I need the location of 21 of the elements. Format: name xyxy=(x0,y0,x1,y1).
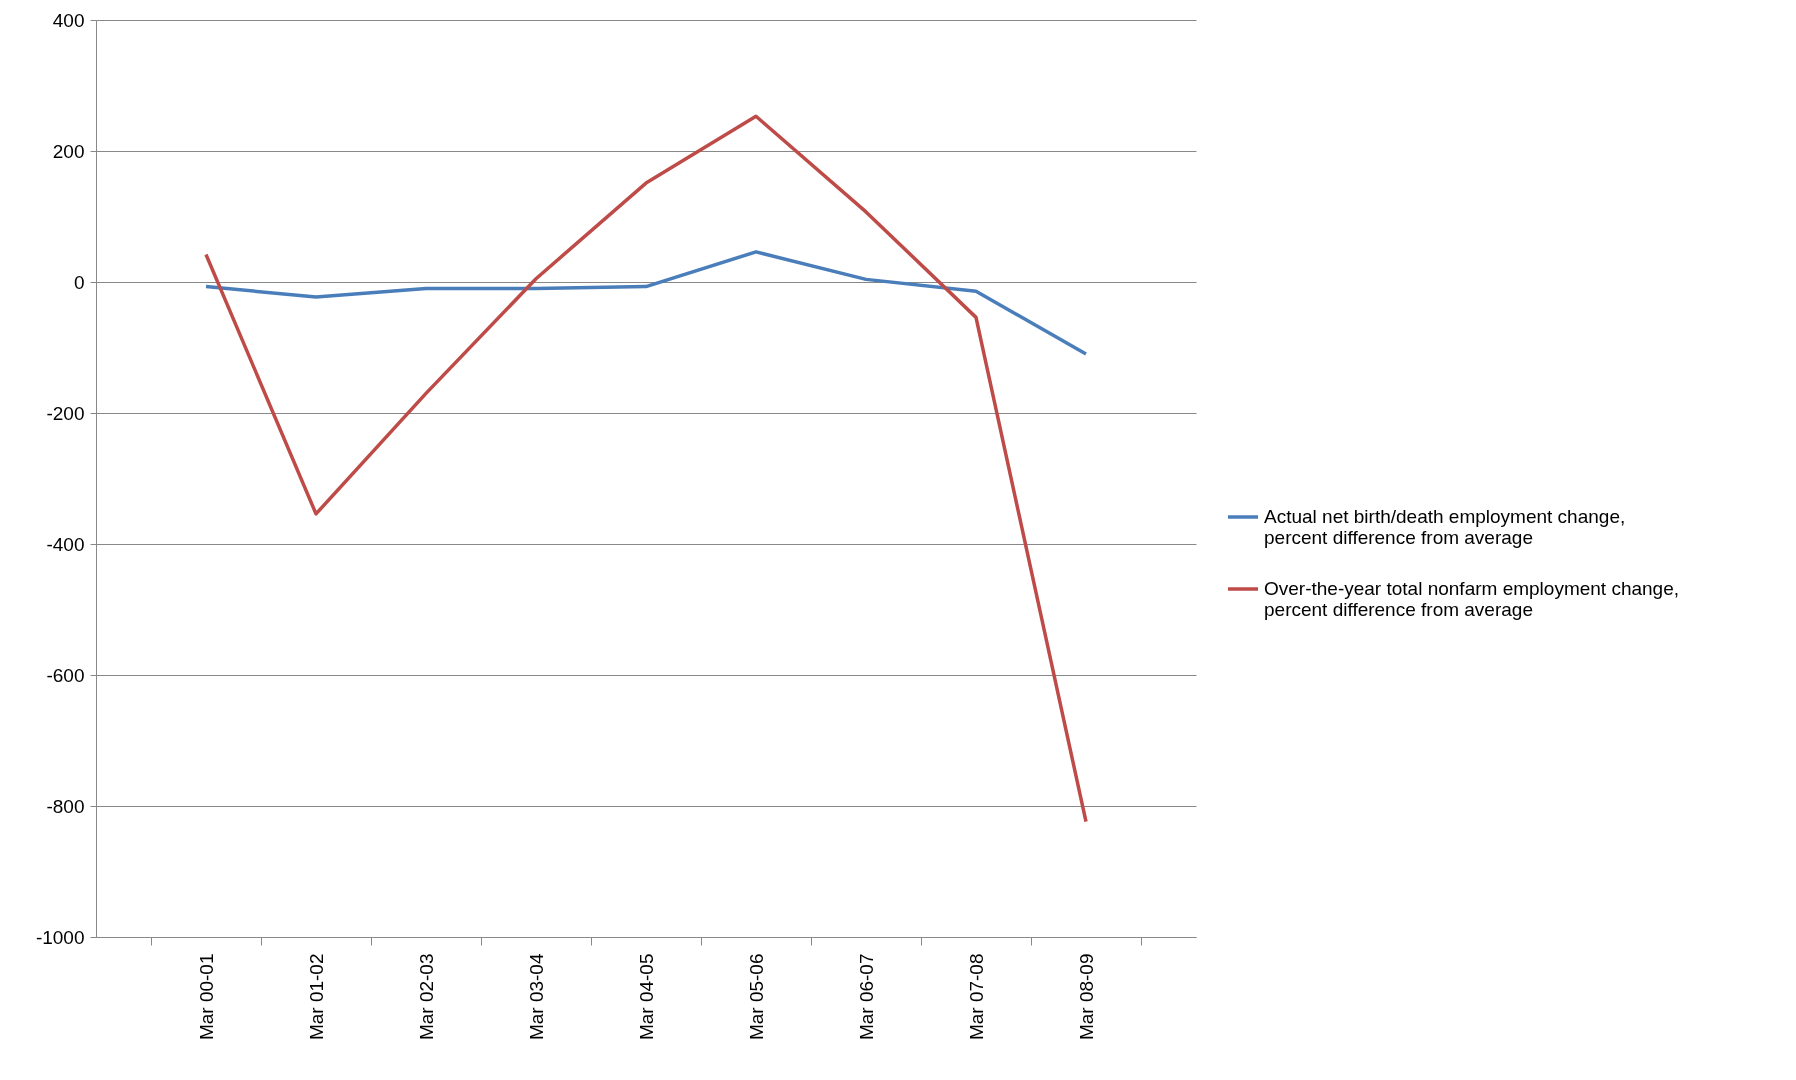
x-tick-label: Mar 03-04 xyxy=(525,953,547,1041)
x-tick-label: Mar 05-06 xyxy=(745,953,767,1041)
y-tick-label: -1000 xyxy=(35,926,85,948)
x-tick-label: Mar 08-09 xyxy=(1075,953,1097,1041)
legend-label: Over-the-year total nonfarm employment change, percent difference from average xyxy=(1264,578,1680,620)
x-tick-label: Mar 07-08 xyxy=(965,953,987,1041)
x-tick-label: Mar 06-07 xyxy=(855,953,877,1041)
y-tick-label: 0 xyxy=(73,271,85,293)
line-series xyxy=(204,250,1088,356)
x-tick-label: Mar 02-03 xyxy=(415,953,437,1041)
x-tick-label: Mar 01-02 xyxy=(305,953,327,1041)
y-tick-label: -200 xyxy=(46,402,85,424)
line-series xyxy=(204,114,1088,824)
y-tick-label: 200 xyxy=(52,140,85,162)
x-tick-label: Mar 04-05 xyxy=(635,953,657,1041)
x-tick-label: Mar 00-01 xyxy=(195,953,217,1041)
y-tick-label: -400 xyxy=(46,533,85,555)
y-tick-label: 400 xyxy=(52,9,85,31)
y-tick-label: -800 xyxy=(46,795,85,817)
legend-label: Actual net birth/death employment change, percent difference from average xyxy=(1264,506,1626,548)
y-tick-label: -600 xyxy=(46,664,85,686)
